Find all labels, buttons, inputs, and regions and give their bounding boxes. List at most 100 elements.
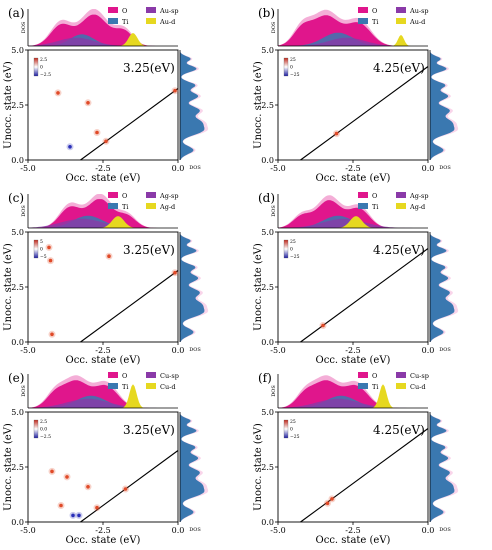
colorbar bbox=[33, 57, 39, 77]
panel-label: (b) bbox=[258, 6, 275, 20]
transition-line bbox=[80, 88, 179, 161]
x-tick-label: -2.5 bbox=[345, 346, 360, 355]
colorbar-label: −5 bbox=[40, 254, 47, 260]
colorbar-label: −25 bbox=[290, 254, 300, 260]
x-tick-label: 0.0 bbox=[172, 164, 185, 173]
colorbar-label: 5 bbox=[40, 239, 43, 245]
y-tick-label: 2.5 bbox=[261, 463, 274, 472]
legend-swatch-cu-d bbox=[146, 383, 156, 389]
side-dos-ti bbox=[430, 412, 455, 522]
y-tick-label: 5.0 bbox=[261, 228, 274, 237]
legend-swatch-ag-d bbox=[396, 203, 406, 209]
tcm-point bbox=[77, 513, 81, 518]
legend-label-cu-sp: Cu-sp bbox=[160, 372, 179, 380]
dos-sp-area bbox=[278, 37, 428, 46]
legend-swatch-ag-sp bbox=[396, 192, 406, 198]
colorbar bbox=[283, 57, 289, 77]
panel-label: (d) bbox=[258, 191, 275, 205]
energy-annotation: 3.25(eV) bbox=[123, 423, 175, 437]
x-tick-label: -2.5 bbox=[95, 526, 110, 535]
side-dos-label: DOS bbox=[189, 347, 201, 353]
legend-swatch-ti bbox=[108, 203, 118, 209]
colorbar-label: −25 bbox=[290, 434, 300, 440]
legend: O Ti Cu-sp Cu-d bbox=[108, 372, 179, 391]
legend-swatch-o bbox=[108, 7, 118, 13]
y-tick-label: 0.0 bbox=[261, 338, 274, 347]
legend-swatch-au-sp bbox=[146, 7, 156, 13]
legend-label-cu-d: Cu-d bbox=[160, 383, 176, 391]
y-tick-label: 5.0 bbox=[11, 408, 24, 417]
y-axis-title: Unocc. state (eV) bbox=[3, 423, 14, 511]
y-tick-label: 2.5 bbox=[11, 283, 24, 292]
panel-label: (a) bbox=[8, 6, 25, 20]
legend-label-ti: Ti bbox=[372, 203, 378, 211]
y-tick-label: 2.5 bbox=[11, 463, 24, 472]
energy-annotation: 4.25(eV) bbox=[373, 423, 425, 437]
colorbar-label: 25 bbox=[290, 419, 296, 425]
dos-d-area bbox=[278, 34, 428, 46]
tcm-point bbox=[123, 487, 128, 491]
side-dos-label: DOS bbox=[439, 165, 451, 171]
energy-annotation: 3.25(eV) bbox=[123, 61, 175, 75]
x-tick-label: 0.0 bbox=[422, 526, 435, 535]
y-tick-label: 0.0 bbox=[11, 338, 24, 347]
legend-swatch-cu-d bbox=[396, 383, 406, 389]
colorbar bbox=[283, 239, 289, 259]
legend-swatch-ti bbox=[358, 18, 368, 24]
legend-label-ag-sp: Ag-sp bbox=[409, 192, 429, 200]
legend-swatch-o bbox=[358, 372, 368, 378]
side-dos-ti bbox=[430, 50, 455, 160]
dos-top-label: DOS bbox=[271, 21, 277, 33]
dos-top-label: DOS bbox=[271, 385, 277, 397]
colorbar-label: 0 bbox=[290, 65, 293, 71]
legend-swatch-o bbox=[108, 372, 118, 378]
tcm-point bbox=[50, 469, 54, 474]
x-tick-label: -5.0 bbox=[20, 526, 35, 535]
colorbar-label: 0 bbox=[40, 247, 43, 253]
panel-label: (e) bbox=[8, 371, 24, 385]
legend-label-ti: Ti bbox=[372, 18, 378, 26]
legend-swatch-ti bbox=[108, 383, 118, 389]
legend-label-o: O bbox=[122, 7, 127, 15]
y-tick-label: 2.5 bbox=[261, 101, 274, 110]
legend-swatch-ag-d bbox=[146, 203, 156, 209]
tcm-point bbox=[47, 245, 51, 250]
transition-line bbox=[80, 450, 179, 523]
legend-label-ti: Ti bbox=[122, 18, 128, 26]
dos-top-label: DOS bbox=[21, 21, 27, 33]
colorbar-label: −2.5 bbox=[40, 72, 51, 78]
tcm-point bbox=[86, 101, 90, 105]
legend-label-ti: Ti bbox=[122, 203, 128, 211]
y-tick-label: 0.0 bbox=[11, 518, 24, 527]
legend-swatch-au-d bbox=[396, 18, 406, 24]
legend-label-ag-d: Ag-d bbox=[409, 203, 425, 211]
tcm-point bbox=[325, 501, 330, 506]
y-tick-label: 0.0 bbox=[261, 156, 274, 165]
legend: O Ti Au-sp Au-d bbox=[358, 7, 429, 26]
dos-o-area bbox=[28, 199, 178, 228]
tcm-point bbox=[68, 145, 72, 149]
x-axis-title: Occ. state (eV) bbox=[316, 173, 391, 184]
y-tick-label: 0.0 bbox=[261, 518, 274, 527]
side-dos-ti bbox=[180, 50, 205, 160]
dos-d-area bbox=[278, 216, 428, 228]
side-dos-ti bbox=[180, 232, 205, 342]
dos-top-label: DOS bbox=[21, 205, 27, 217]
tcm-point bbox=[321, 323, 325, 328]
tcm-point bbox=[330, 497, 334, 501]
legend-label-au-sp: Au-sp bbox=[159, 7, 179, 15]
dos-sp-area bbox=[28, 218, 178, 228]
legend-label-o: O bbox=[372, 192, 377, 200]
x-axis-title: Occ. state (eV) bbox=[66, 173, 141, 184]
colorbar-label: 0 bbox=[290, 427, 293, 433]
legend-swatch-cu-sp bbox=[146, 372, 156, 378]
tcm-point bbox=[334, 131, 339, 136]
tcm-point bbox=[71, 513, 75, 518]
side-dos-ti bbox=[180, 412, 205, 522]
legend-swatch-ti bbox=[358, 383, 368, 389]
legend-swatch-ti bbox=[358, 203, 368, 209]
legend-label-ag-d: Ag-d bbox=[159, 203, 175, 211]
